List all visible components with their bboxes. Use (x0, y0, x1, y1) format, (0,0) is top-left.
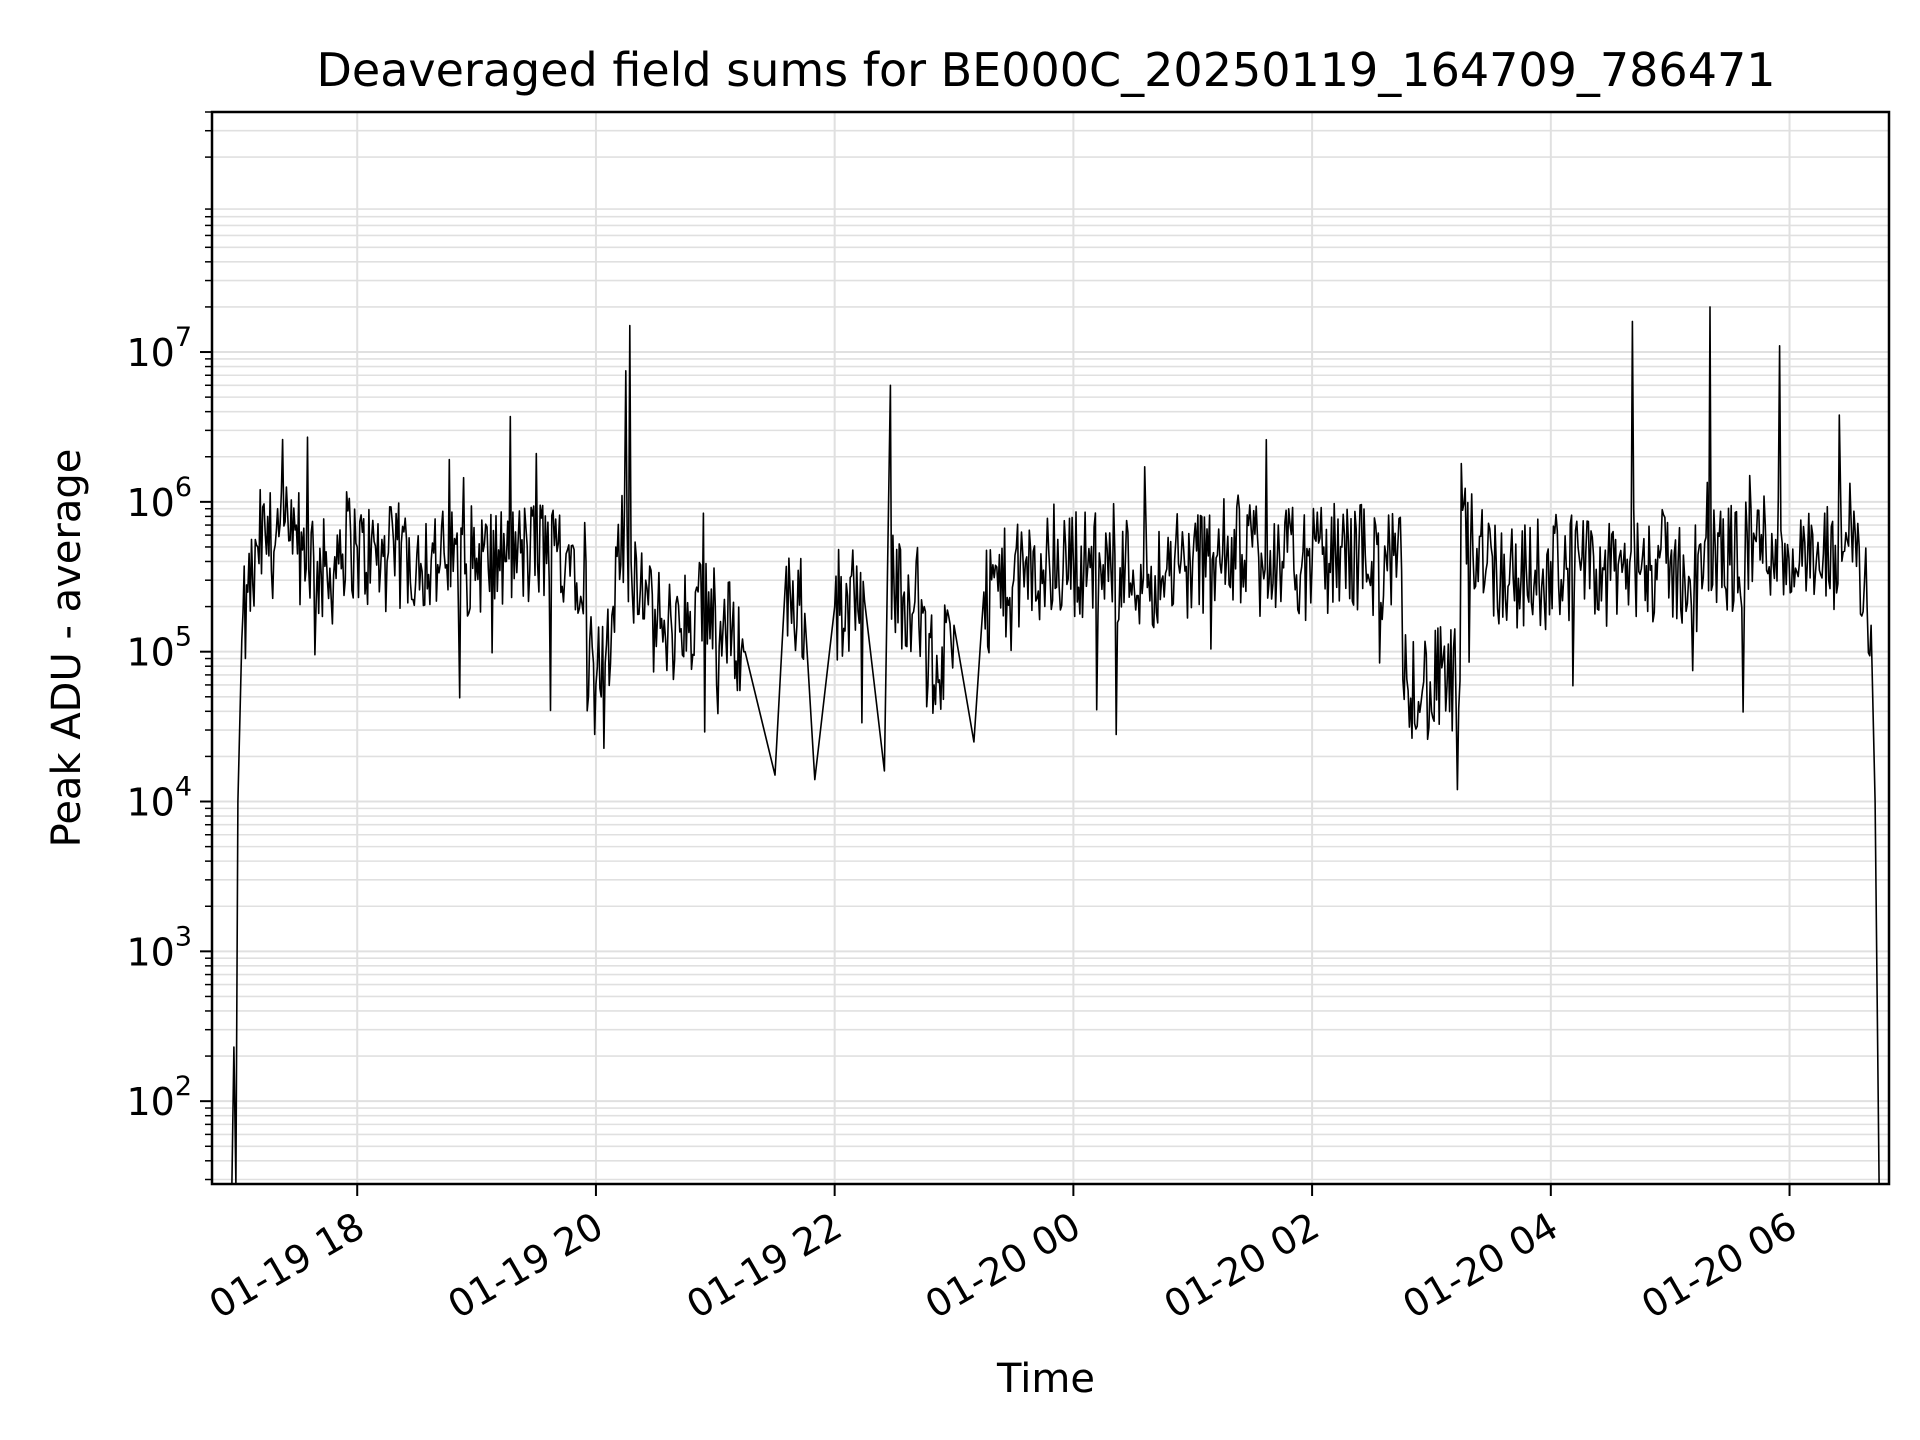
x-axis-label: Time (996, 1356, 1095, 1402)
y-tick-label: 105 (126, 622, 192, 675)
y-tick-label: 107 (126, 322, 192, 375)
y-tick-label: 103 (126, 921, 192, 974)
plot-frame (210, 110, 1891, 1186)
y-tick-label: 104 (126, 772, 192, 825)
y-axis: 102 103 104 105 106 107 (126, 111, 212, 1181)
series-line (231, 306, 1880, 1185)
y-tick-label: 102 (126, 1071, 192, 1124)
chart-title: Deaveraged field sums for BE000C_2025011… (317, 43, 1776, 97)
y-axis-label: Peak ADU - average (44, 449, 90, 848)
y-tick-label: 106 (126, 472, 192, 525)
